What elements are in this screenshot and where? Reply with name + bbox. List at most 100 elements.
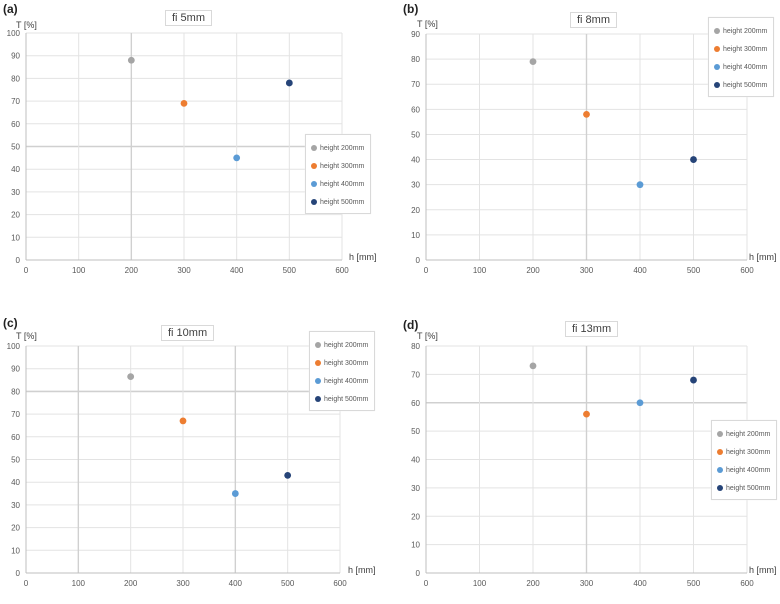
legend-item: height 200mm (315, 336, 368, 354)
y-tick-label: 20 (11, 211, 20, 220)
legend-label: height 400mm (726, 466, 771, 474)
y-tick-label: 40 (411, 456, 420, 465)
y-axis-label: T [%] (16, 20, 37, 30)
x-tick-label: 500 (281, 579, 295, 588)
y-tick-label: 40 (11, 165, 20, 174)
data-point-height-500mm (690, 156, 697, 163)
x-tick-label: 200 (526, 579, 540, 588)
x-tick-label: 100 (72, 266, 86, 275)
legend-marker-icon (714, 46, 720, 52)
legend-label: height 500mm (324, 395, 369, 403)
y-tick-label: 20 (411, 206, 420, 215)
y-tick-label: 40 (11, 478, 20, 487)
data-point-height-500mm (690, 376, 697, 384)
x-tick-label: 100 (72, 579, 86, 588)
legend-marker-icon (714, 64, 720, 70)
legend-item: height 400mm (315, 372, 368, 390)
legend: height 200mm height 300mm height 400mm heig… (711, 420, 778, 500)
chart-title: fi 8mm (570, 12, 617, 28)
data-point-height-200mm (529, 362, 537, 370)
data-point-height-300mm (583, 110, 590, 118)
x-tick-label: 200 (125, 266, 139, 275)
y-tick-label: 60 (411, 105, 420, 114)
y-tick-label: 10 (11, 546, 20, 555)
y-tick-label: 10 (411, 231, 420, 240)
y-tick-label: 90 (11, 365, 20, 374)
scatter-plot: 0 10 20 30 40 50 60 70 80 90 100 0 100 200 300 400 500 60… (7, 342, 348, 588)
y-tick-label: 0 (16, 569, 21, 578)
y-tick-label: 50 (11, 456, 20, 465)
legend-label: height 400mm (723, 63, 768, 71)
x-tick-label: 600 (740, 579, 754, 588)
x-tick-label: 100 (473, 266, 487, 275)
y-tick-label: 70 (11, 97, 20, 106)
legend-marker-icon (717, 449, 723, 455)
x-axis-label: h [mm] (749, 252, 777, 262)
y-tick-label: 60 (11, 120, 20, 129)
data-point-height-300mm (179, 417, 187, 425)
y-tick-label: 80 (411, 342, 420, 351)
legend-marker-icon (717, 467, 723, 473)
legend-item: height 400mm (717, 461, 770, 479)
x-axis-label: h [mm] (348, 565, 376, 575)
legend-label: height 400mm (320, 180, 365, 188)
x-tick-label: 0 (24, 579, 29, 588)
x-tick-label: 400 (229, 579, 243, 588)
x-tick-label: 600 (740, 266, 754, 275)
y-tick-label: 100 (7, 29, 21, 38)
legend-marker-icon (717, 431, 723, 437)
x-tick-label: 400 (230, 266, 244, 275)
y-tick-label: 80 (11, 387, 20, 396)
legend-marker-icon (311, 145, 317, 151)
y-tick-label: 50 (411, 130, 420, 139)
y-axis-label: T [%] (417, 19, 438, 29)
y-tick-label: 30 (411, 484, 420, 493)
legend-label: height 200mm (723, 27, 768, 35)
x-tick-label: 0 (424, 579, 429, 588)
y-tick-label: 90 (11, 52, 20, 61)
legend-item: height 200mm (717, 425, 770, 443)
y-tick-label: 80 (411, 55, 420, 64)
legend-marker-icon (714, 28, 720, 34)
scatter-plot: 0 10 20 30 40 50 60 70 80 90 100 0 100 200 300 400 500 60… (7, 29, 350, 275)
y-tick-label: 40 (411, 156, 420, 165)
scatter-plot: 0 10 20 30 40 50 60 70 80 90 0 100 200 300 400 500 600 (411, 30, 754, 275)
panel-label: (a) (3, 2, 18, 16)
legend-marker-icon (315, 396, 321, 402)
legend-label: height 200mm (324, 341, 369, 349)
y-tick-label: 50 (11, 143, 20, 152)
legend-label: height 200mm (320, 144, 365, 152)
legend-label: height 300mm (723, 45, 768, 53)
legend-item: height 300mm (714, 40, 767, 58)
y-tick-label: 50 (411, 427, 420, 436)
y-tick-label: 20 (411, 512, 420, 521)
legend-item: height 500mm (315, 390, 368, 408)
legend-marker-icon (714, 82, 720, 88)
data-point-height-300mm (583, 410, 590, 418)
x-tick-label: 600 (333, 579, 347, 588)
legend-item: height 200mm (311, 139, 364, 157)
x-tick-label: 400 (633, 579, 647, 588)
data-point-height-400mm (231, 490, 239, 497)
y-tick-label: 0 (16, 256, 21, 265)
x-tick-label: 0 (24, 266, 29, 275)
legend-marker-icon (311, 199, 317, 205)
legend: height 200mm height 300mm height 400mm heig… (708, 17, 775, 97)
x-tick-label: 300 (176, 579, 190, 588)
y-tick-label: 10 (11, 233, 20, 242)
legend-item: height 500mm (311, 193, 364, 211)
chart-title: fi 5mm (165, 10, 212, 26)
y-tick-label: 90 (411, 30, 420, 39)
y-tick-label: 20 (11, 524, 20, 533)
y-tick-label: 70 (11, 410, 20, 419)
x-tick-label: 600 (335, 266, 349, 275)
legend-marker-icon (315, 360, 321, 366)
data-point-height-500mm (284, 471, 292, 479)
chart-title: fi 10mm (161, 325, 215, 341)
x-tick-label: 100 (473, 579, 487, 588)
data-point-height-200mm (127, 373, 135, 381)
legend-label: height 500mm (726, 484, 771, 492)
legend-label: height 500mm (723, 81, 768, 89)
x-tick-label: 300 (580, 579, 594, 588)
